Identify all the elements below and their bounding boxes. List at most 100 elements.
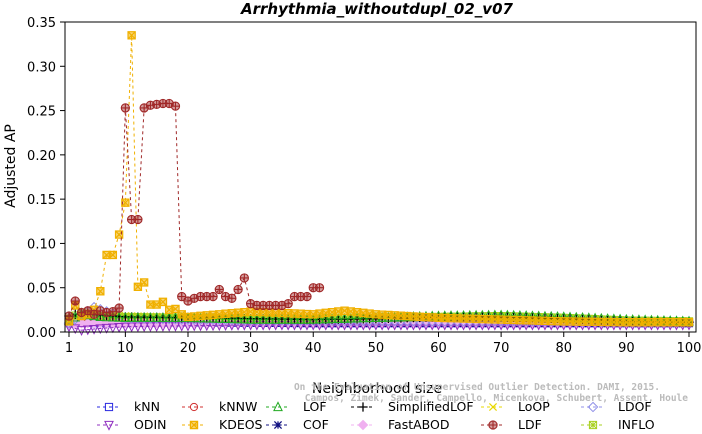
data-point xyxy=(70,296,80,306)
data-point xyxy=(358,312,369,323)
legend-marker xyxy=(358,402,368,412)
legend-marker xyxy=(488,402,498,412)
data-point xyxy=(415,312,424,321)
data-point xyxy=(333,313,344,323)
legend-marker xyxy=(488,420,498,430)
legend-marker xyxy=(189,420,199,430)
x-tick-label: 60 xyxy=(430,341,447,356)
legend-label: kNN xyxy=(134,399,160,414)
data-point xyxy=(177,291,187,302)
data-point xyxy=(233,284,243,295)
data-point xyxy=(152,300,161,309)
legend-item-odin: ODIN xyxy=(97,417,167,432)
legend-marker xyxy=(587,401,599,413)
data-point xyxy=(289,313,300,324)
legend-label: LOF xyxy=(303,399,327,414)
legend-marker xyxy=(357,419,369,431)
data-point xyxy=(170,312,181,322)
x-axis-label: Neighborhood size xyxy=(312,381,442,397)
data-point xyxy=(584,317,593,326)
data-point xyxy=(114,323,125,333)
y-tick-label: 0.15 xyxy=(27,193,56,208)
data-point xyxy=(139,312,150,322)
legend-label: LDF xyxy=(518,417,542,432)
legend-item-knnw: kNNW xyxy=(182,399,257,414)
legend-label: LoOP xyxy=(518,399,550,414)
y-tick-label: 0.20 xyxy=(27,149,56,164)
series-line xyxy=(68,35,689,323)
watermark-line-2: Campos, Zimek, Sander, Campello, Micenko… xyxy=(305,393,688,404)
legend-item-loop: LoOP xyxy=(481,399,550,414)
legend-label: kNNW xyxy=(219,399,257,414)
legend-item-ldof: LDOF xyxy=(581,399,652,414)
data-point xyxy=(158,322,168,332)
data-point xyxy=(101,323,112,334)
legend-item-lof: LOF xyxy=(266,399,327,414)
data-point xyxy=(82,325,93,336)
data-point xyxy=(251,313,262,324)
y-tick-label: 0.35 xyxy=(27,16,56,31)
data-point xyxy=(684,318,694,327)
data-point xyxy=(114,311,125,322)
legend-item-kdeos: KDEOS xyxy=(182,417,263,432)
series-ldf xyxy=(64,98,325,321)
data-point xyxy=(239,313,250,324)
data-point xyxy=(283,299,293,309)
data-point xyxy=(108,250,118,260)
series-line xyxy=(68,102,320,317)
data-point xyxy=(89,324,99,335)
data-point xyxy=(170,321,181,332)
data-point xyxy=(120,312,131,322)
legend-marker xyxy=(104,420,114,431)
legend-item-inflo: INFLO xyxy=(581,417,655,432)
x-tick-label: 30 xyxy=(242,341,259,356)
legend-label: SimplifiedLOF xyxy=(388,399,474,414)
legend-label: COF xyxy=(303,417,329,432)
data-point xyxy=(151,312,162,322)
data-point xyxy=(308,313,319,324)
plot-frame xyxy=(64,21,697,333)
data-point xyxy=(314,313,325,324)
legend-label: FastABOD xyxy=(388,417,450,432)
data-point xyxy=(114,303,124,313)
legend-item-simplifiedlof: SimplifiedLOF xyxy=(351,399,474,414)
data-point xyxy=(95,311,106,322)
data-point xyxy=(164,312,175,322)
data-point xyxy=(409,312,418,321)
x-tick-label: 70 xyxy=(493,341,510,356)
data-point xyxy=(603,317,612,327)
x-tick-label: 100 xyxy=(677,341,702,356)
legend-item-ldf: LDF xyxy=(481,417,542,432)
data-point xyxy=(107,323,118,334)
legend-label: INFLO xyxy=(618,417,655,432)
data-point xyxy=(70,324,81,335)
data-point xyxy=(302,313,312,324)
y-tick-label: 0.30 xyxy=(27,60,56,75)
legend-marker xyxy=(104,402,114,412)
y-tick-label: 0.10 xyxy=(27,237,56,252)
data-point xyxy=(170,101,181,111)
data-point xyxy=(158,98,168,109)
chart-title: Arrhythmia_withoutdupl_02_v07 xyxy=(240,0,513,18)
data-point xyxy=(283,313,294,324)
data-point xyxy=(220,313,231,323)
legend-label: LDOF xyxy=(618,399,652,414)
data-point xyxy=(227,293,237,303)
data-point xyxy=(208,291,218,302)
data-point xyxy=(139,278,149,287)
legend-item-fastabod: FastABOD xyxy=(351,417,450,432)
data-point xyxy=(339,312,350,323)
series-kdeos xyxy=(64,31,694,327)
legend-marker xyxy=(189,402,199,412)
data-point xyxy=(302,291,312,302)
data-point xyxy=(465,314,475,323)
data-point xyxy=(120,103,131,113)
data-point xyxy=(233,313,243,324)
data-point xyxy=(296,309,305,318)
data-point xyxy=(320,313,331,324)
data-point xyxy=(345,312,356,323)
x-tick-label: 20 xyxy=(180,341,197,356)
legend-item-cof: COF xyxy=(266,417,329,432)
data-point xyxy=(214,284,224,295)
